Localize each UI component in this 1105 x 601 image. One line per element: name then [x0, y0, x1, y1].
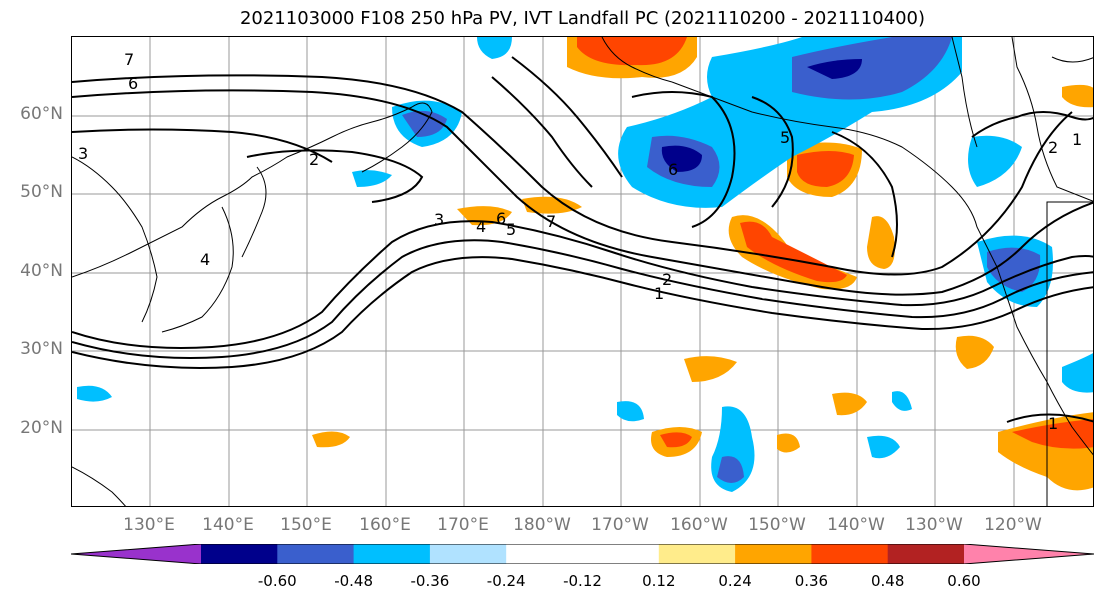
- contour-label: 2: [662, 270, 672, 289]
- contour-label: 6: [128, 74, 138, 93]
- lon-label: 140°W: [827, 515, 885, 535]
- colorbar-segment: [735, 544, 812, 564]
- lat-label: 60°N: [20, 104, 63, 124]
- colorbar-extend-min: [71, 544, 201, 564]
- colorbar-segment: [582, 544, 660, 564]
- contour-label: 1: [654, 284, 664, 303]
- contour-label-group: 7 6 2 3 4 5 6 7 2 1 5 6 1 2 1 3 4: [78, 50, 1082, 433]
- colorbar-tick-label: 0.12: [642, 572, 676, 590]
- colorbar-extend-max: [964, 544, 1094, 564]
- contour-label: 4: [476, 217, 486, 236]
- contour-label: 3: [78, 144, 88, 163]
- positive-anomalies: [312, 37, 1093, 491]
- colorbar-tick-label: -0.48: [334, 572, 373, 590]
- coastlines: [72, 37, 1093, 506]
- lon-label: 160°E: [359, 515, 411, 535]
- colorbar-canvas: [70, 543, 1095, 565]
- map-canvas: 7 6 2 3 4 5 6 7 2 1 5 6 1 2 1 3 4: [72, 37, 1093, 506]
- colorbar-segment: [506, 544, 583, 564]
- colorbar-tick-label: -0.24: [486, 572, 526, 590]
- contour-label: 2: [309, 150, 319, 169]
- lat-label: 50°N: [20, 182, 63, 202]
- negative-anomalies: [77, 37, 1093, 492]
- contour-label: 6: [496, 209, 506, 228]
- colorbar-tick-label: 0.48: [870, 572, 905, 590]
- colorbar-tick-label: -0.60: [257, 572, 297, 590]
- contour-label: 4: [200, 250, 210, 269]
- contour-label: 7: [546, 212, 556, 231]
- colorbar-segment: [811, 544, 889, 564]
- lon-label: 170°E: [437, 515, 489, 535]
- colorbar: [70, 543, 1095, 565]
- contour-label: 1: [1048, 414, 1058, 433]
- colorbar-segment: [277, 544, 355, 564]
- colorbar-tick-label: 0.36: [794, 572, 829, 590]
- lat-label: 40°N: [20, 261, 63, 281]
- contour-label: 5: [506, 220, 516, 239]
- contour-label: 6: [668, 160, 678, 179]
- colorbar-segment: [887, 544, 965, 564]
- lon-label: 140°E: [202, 515, 254, 535]
- lon-label: 130°W: [905, 515, 963, 535]
- lon-label: 120°W: [984, 515, 1042, 535]
- lon-label: 170°W: [591, 515, 649, 535]
- contour-label: 7: [124, 50, 134, 69]
- lon-label: 150°E: [280, 515, 332, 535]
- lat-label: 30°N: [20, 339, 63, 359]
- lon-label: 130°E: [123, 515, 175, 535]
- colorbar-segment: [429, 544, 507, 564]
- lon-label: 160°W: [670, 515, 728, 535]
- colorbar-tick-label: -0.36: [410, 572, 450, 590]
- lon-label: 150°W: [748, 515, 806, 535]
- map-panel: 7 6 2 3 4 5 6 7 2 1 5 6 1 2 1 3 4: [71, 36, 1094, 507]
- contour-label: 2: [1048, 138, 1058, 157]
- colorbar-tick-label: 0.60: [947, 572, 981, 590]
- colorbar-tick-label: 0.24: [718, 572, 752, 590]
- contour-label: 3: [434, 210, 444, 229]
- colorbar-segment: [201, 544, 278, 564]
- lat-label: 20°N: [20, 418, 63, 438]
- contour-label: 5: [780, 128, 790, 147]
- colorbar-segment: [353, 544, 431, 564]
- colorbar-segment: [658, 544, 736, 564]
- pv-contours: [72, 56, 1093, 423]
- contour-label: 1: [1072, 130, 1082, 149]
- lon-label: 180°W: [513, 515, 571, 535]
- colorbar-tick-label: -0.12: [563, 572, 602, 590]
- map-title: 2021103000 F108 250 hPa PV, IVT Landfall…: [239, 8, 926, 29]
